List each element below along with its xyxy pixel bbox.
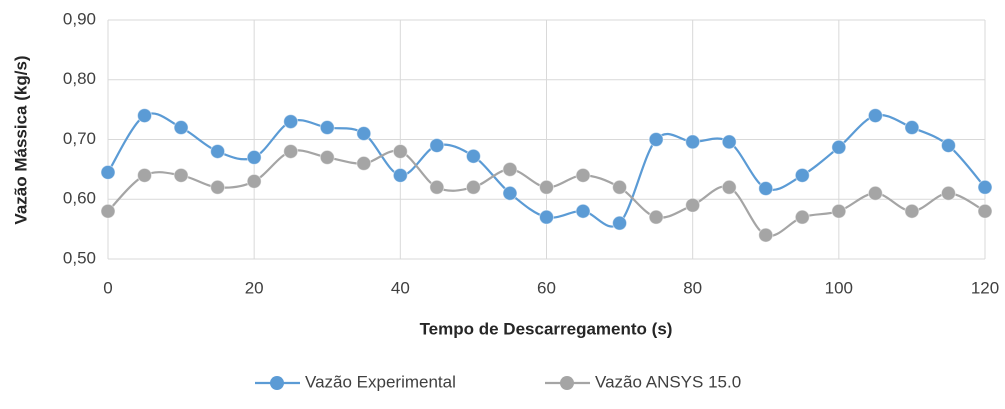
- x-tick-label: 100: [825, 278, 853, 297]
- data-point: [100, 164, 116, 180]
- data-point: [137, 108, 153, 124]
- data-point: [685, 197, 701, 213]
- data-point: [246, 149, 262, 165]
- data-point: [283, 143, 299, 159]
- data-point: [429, 179, 445, 195]
- data-point: [319, 149, 335, 165]
- data-point: [575, 167, 591, 183]
- data-point: [758, 180, 774, 196]
- data-point: [392, 167, 408, 183]
- data-point: [502, 185, 518, 201]
- data-point: [465, 148, 481, 164]
- data-point: [539, 209, 554, 225]
- data-point: [867, 185, 883, 201]
- x-tick-label: 60: [537, 278, 556, 297]
- y-tick-label: 0,70: [63, 129, 96, 148]
- data-point: [904, 203, 920, 219]
- data-point: [758, 227, 774, 243]
- x-tick-label: 80: [683, 278, 702, 297]
- x-tick-label: 0: [103, 278, 112, 297]
- data-point: [246, 173, 262, 189]
- data-point: [173, 167, 189, 183]
- data-point: [940, 137, 956, 153]
- data-point: [539, 179, 554, 195]
- data-point: [137, 167, 153, 183]
- data-point: [356, 155, 372, 171]
- data-point: [210, 143, 226, 159]
- data-point: [173, 120, 189, 136]
- data-point: [319, 120, 335, 136]
- data-point: [575, 203, 591, 219]
- data-point: [356, 126, 372, 142]
- data-point: [283, 114, 299, 130]
- data-point: [612, 215, 628, 231]
- data-point: [429, 137, 445, 153]
- data-point: [831, 139, 847, 155]
- data-point: [794, 167, 810, 183]
- data-point: [721, 134, 737, 150]
- data-point: [210, 179, 226, 195]
- y-tick-label: 0,60: [63, 189, 96, 208]
- data-point: [977, 179, 993, 195]
- data-point: [465, 179, 481, 195]
- data-point: [392, 143, 408, 159]
- data-point: [940, 185, 956, 201]
- x-tick-label: 20: [245, 278, 264, 297]
- y-axis-title: Vazão Mássica (kg/s): [11, 55, 30, 224]
- data-point: [977, 203, 993, 219]
- data-point: [831, 203, 847, 219]
- data-point: [612, 179, 628, 195]
- x-tick-label: 120: [971, 278, 999, 297]
- data-point: [721, 179, 737, 195]
- data-point: [794, 209, 810, 225]
- data-point: [904, 120, 920, 136]
- x-axis-title: Tempo de Descarregamento (s): [420, 319, 673, 338]
- y-tick-label: 0,90: [63, 9, 96, 28]
- data-point: [867, 108, 883, 124]
- y-tick-label: 0,50: [63, 248, 96, 267]
- data-point: [502, 161, 518, 177]
- x-tick-label: 40: [391, 278, 410, 297]
- data-point: [648, 209, 664, 225]
- legend-label: Vazão Experimental: [305, 372, 456, 391]
- y-tick-label: 0,80: [63, 69, 96, 88]
- legend-marker: [560, 376, 574, 390]
- legend-marker: [270, 376, 284, 390]
- data-point: [685, 134, 701, 150]
- legend-label: Vazão ANSYS 15.0: [595, 372, 741, 391]
- data-point: [648, 132, 664, 147]
- data-point: [100, 203, 116, 219]
